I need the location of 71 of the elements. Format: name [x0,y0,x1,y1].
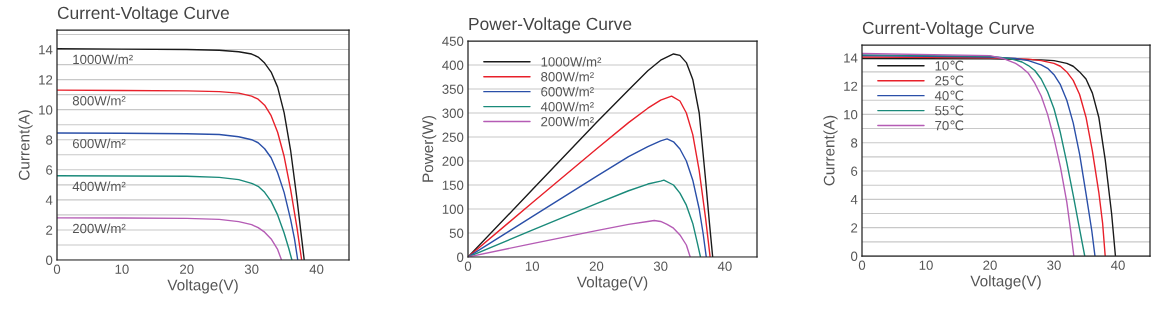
y-tick-label: 450 [442,36,464,46]
legend-label: 400W/m² [540,101,594,112]
series-label: 1000W/m² [73,54,133,65]
y-axis-title: Current(A) [823,115,838,186]
x-axis-title: Voltage(V) [576,276,648,291]
line-series [468,179,702,257]
legend-label: 55℃ [935,105,964,116]
x-tick-label: 40 [1110,260,1125,270]
x-tick-label: 20 [589,261,604,271]
x-tick-label: 10 [115,264,129,274]
y-tick-label: 0 [457,252,464,262]
chart-title: Power-Voltage Curve [469,17,632,34]
x-tick-label: 10 [525,261,540,271]
x-axis-title: Voltage(V) [167,279,238,294]
y-tick-label: 8 [851,138,858,148]
legend-label: 40℃ [934,90,964,101]
series-label: 800W/m² [72,95,126,106]
line-series [468,95,711,257]
y-axis-title: Current(A) [18,110,33,180]
series-label: 600W/m² [72,138,126,149]
y-tick-label: 2 [46,225,53,235]
legend-label: 800W/m² [541,71,594,82]
legend-label: 600W/m² [541,86,594,97]
x-tick-label: 0 [53,264,61,274]
legend-label: 1000W/m² [541,56,602,67]
x-tick-label: 30 [1047,260,1061,270]
y-tick-label: 12 [39,75,53,85]
series-label: 200W/m² [72,223,126,234]
line-series [57,217,283,260]
x-tick-label: 20 [180,264,194,274]
y-axis-title: Power(W) [422,116,437,182]
y-tick-label: 350 [442,84,464,94]
x-tick-label: 10 [919,260,933,270]
line-series [57,175,293,260]
x-axis-title: Voltage(V) [970,275,1041,290]
y-tick-label: 14 [39,45,53,55]
y-tick-label: 100 [442,204,464,214]
series-label: 400W/m² [72,181,126,192]
y-tick-label: 4 [850,195,858,205]
y-tick-label: 6 [851,166,858,176]
chart-title: Current-Voltage Curve [57,6,229,23]
y-tick-label: 10 [39,105,53,115]
chart-title: Current-Voltage Curve [862,21,1034,38]
x-tick-label: 20 [983,260,997,270]
y-tick-label: 14 [844,53,858,63]
y-tick-label: 10 [844,109,858,120]
y-tick-label: 50 [449,228,464,238]
y-tick-label: 12 [844,81,858,91]
y-tick-label: 250 [442,132,464,142]
x-tick-label: 0 [464,261,472,271]
y-tick-label: 4 [45,195,53,205]
legend-label: 200W/m² [541,116,594,127]
y-tick-label: 0 [851,251,858,261]
x-tick-label: 0 [858,260,866,270]
legend-label: 10℃ [935,60,964,71]
legend-label: 25℃ [935,75,964,86]
x-tick-label: 30 [653,261,668,271]
legend-label: 70℃ [935,120,964,131]
y-tick-label: 300 [442,108,464,118]
y-tick-label: 8 [46,135,53,145]
y-tick-label: 150 [442,180,464,190]
x-tick-label: 40 [717,261,732,271]
y-tick-label: 2 [851,223,858,233]
line-series [468,138,707,257]
line-series [57,89,303,260]
y-tick-label: 200 [442,156,464,166]
y-tick-label: 6 [46,165,53,175]
line-series [57,132,299,260]
x-tick-label: 30 [244,264,259,274]
x-tick-label: 40 [309,264,324,274]
y-tick-label: 400 [442,60,464,70]
